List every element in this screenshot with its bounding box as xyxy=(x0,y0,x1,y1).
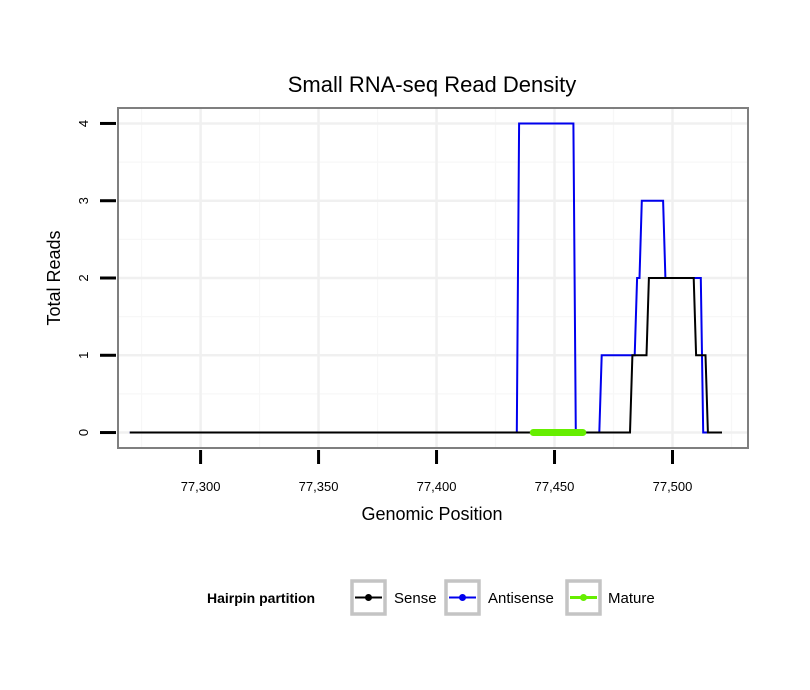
x-tick-label: 77,400 xyxy=(417,479,457,494)
series-antisense-line xyxy=(129,122,711,434)
legend-key-point xyxy=(580,594,587,601)
legend-item-antisense: Antisense xyxy=(444,579,554,616)
x-tick-label: 77,450 xyxy=(535,479,575,494)
x-axis: 77,300 77,350 77,400 77,450 77,500 xyxy=(181,450,693,494)
y-tick-label: 4 xyxy=(76,120,91,127)
x-axis-title: Genomic Position xyxy=(361,504,502,524)
plot-area xyxy=(117,107,749,449)
y-tick-label: 1 xyxy=(76,352,91,359)
x-tick-label: 77,500 xyxy=(653,479,693,494)
series-sense-line xyxy=(129,277,722,434)
plot-border xyxy=(117,107,749,449)
y-tick-label: 2 xyxy=(76,274,91,281)
legend: Hairpin partition Sense Antisense Mature xyxy=(207,579,655,616)
legend-key-point xyxy=(365,594,372,601)
y-axis: 0 1 2 3 4 xyxy=(76,120,116,436)
legend-label: Mature xyxy=(608,590,655,607)
legend-item-mature: Mature xyxy=(565,579,655,616)
legend-key-point xyxy=(459,594,466,601)
x-tick-label: 77,300 xyxy=(181,479,221,494)
legend-label: Antisense xyxy=(488,590,554,607)
legend-title: Hairpin partition xyxy=(207,590,315,606)
chart-title: Small RNA-seq Read Density xyxy=(288,72,577,97)
y-tick-label: 3 xyxy=(76,197,91,204)
legend-label: Sense xyxy=(394,590,437,607)
legend-item-sense: Sense xyxy=(350,579,437,616)
y-tick-label: 0 xyxy=(76,429,91,436)
y-axis-title: Total Reads xyxy=(44,230,64,325)
x-tick-label: 77,350 xyxy=(299,479,339,494)
